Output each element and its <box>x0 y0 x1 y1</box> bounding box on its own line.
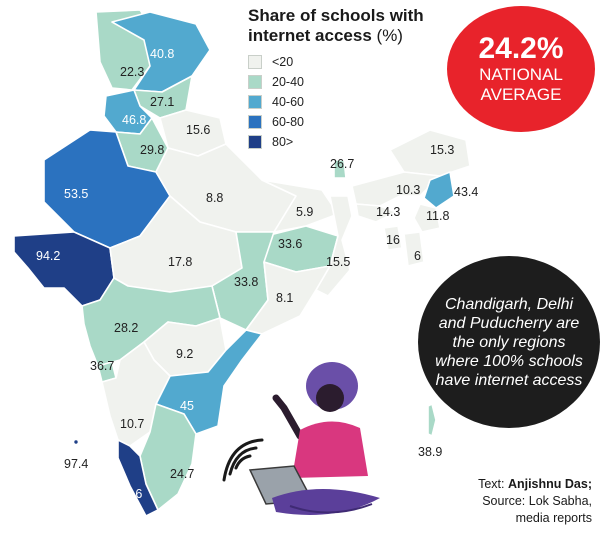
value-up: 8.8 <box>206 191 223 205</box>
value-mizoram: 6 <box>414 249 421 263</box>
region-odisha <box>245 261 331 335</box>
value-bihar: 5.9 <box>296 205 313 219</box>
figure-illustration <box>222 362 380 515</box>
region-ap <box>155 329 263 435</box>
region-mizoram <box>403 231 425 267</box>
legend-items: <20 20-40 40-60 60-80 80> <box>248 52 438 152</box>
value-rajasthan: 53.5 <box>64 187 88 201</box>
legend-item: <20 <box>248 52 438 72</box>
callout-bubble: Chandigarh, Delhi and Puducherry are the… <box>418 256 600 428</box>
value-punjab: 46.8 <box>122 113 146 127</box>
person-torso <box>292 421 368 478</box>
value-haryana: 29.8 <box>140 143 164 157</box>
legend-title-line2: internet access (%) <box>248 26 438 46</box>
legend: Share of schools with internet access (%… <box>248 6 438 152</box>
value-chhattisgarh: 33.8 <box>234 275 258 289</box>
value-tripura: 16 <box>386 233 400 247</box>
value-wb: 15.5 <box>326 255 350 269</box>
value-arunachal: 15.3 <box>430 143 454 157</box>
legend-title-main: internet access <box>248 26 372 45</box>
national-average-value: 24.2% <box>478 32 564 65</box>
value-tn: 24.7 <box>170 467 194 481</box>
value-manipur: 11.8 <box>426 209 449 223</box>
region-karnataka <box>101 341 171 447</box>
legend-item: 80> <box>248 132 438 152</box>
value-hp: 27.1 <box>150 95 174 109</box>
legend-title: Share of schools with internet access (%… <box>248 6 438 46</box>
legend-item: 60-80 <box>248 112 438 132</box>
value-andaman: 38.9 <box>418 445 442 459</box>
person-arm <box>272 394 304 440</box>
legend-item: 40-60 <box>248 92 438 112</box>
region-andaman <box>427 403 437 437</box>
legend-swatch <box>248 115 262 129</box>
legend-label: 80> <box>272 135 294 149</box>
region-manipur <box>413 203 441 233</box>
national-average-badge: 24.2% NATIONAL AVERAGE <box>447 6 595 132</box>
person-legs-crease <box>289 503 373 514</box>
legend-swatch <box>248 75 262 89</box>
region-wb <box>315 195 353 297</box>
value-telangana: 9.2 <box>176 347 193 361</box>
value-ladakh: 22.3 <box>120 65 144 79</box>
national-average-label-line1: NATIONAL <box>479 65 563 84</box>
value-meghalaya: 14.3 <box>376 205 400 219</box>
value-kerala: 94.6 <box>118 487 142 501</box>
region-meghalaya <box>355 203 397 223</box>
credits: Text: Anjishnu Das; Source: Lok Sabha, m… <box>478 476 592 527</box>
region-nagaland <box>423 171 455 209</box>
value-goa: 36.7 <box>90 359 114 373</box>
state-shapes <box>13 9 471 517</box>
value-karnataka: 10.7 <box>120 417 144 431</box>
region-tripura <box>383 225 403 251</box>
legend-swatch <box>248 135 262 149</box>
region-sikkim <box>333 159 347 179</box>
credits-source-line1: Source: Lok Sabha, <box>482 494 592 508</box>
value-nagaland: 43.4 <box>454 185 478 199</box>
value-maharashtra: 28.2 <box>114 321 138 335</box>
value-ap: 45 <box>180 399 194 413</box>
value-labels: 22.3 40.8 27.1 46.8 15.6 29.8 53.5 8.8 9… <box>36 47 478 501</box>
value-mp: 17.8 <box>168 255 192 269</box>
credits-source-line2: media reports <box>515 511 592 525</box>
legend-label: <20 <box>272 55 294 69</box>
person-face <box>316 384 344 412</box>
value-assam: 10.3 <box>396 183 420 197</box>
callout-text: Chandigarh, Delhi and Puducherry are the… <box>435 295 583 389</box>
value-odisha: 8.1 <box>276 291 293 305</box>
credits-text-label: Text: <box>478 477 505 491</box>
national-average-label-line2: AVERAGE <box>480 85 562 104</box>
legend-swatch <box>248 95 262 109</box>
legend-unit: (%) <box>376 26 403 45</box>
legend-label: 40-60 <box>272 95 304 109</box>
legend-label: 60-80 <box>272 115 304 129</box>
region-lakshadweep <box>72 438 80 446</box>
value-sikkim: 26.7 <box>330 157 354 171</box>
value-gujarat: 94.2 <box>36 249 60 263</box>
value-uttarakhand: 15.6 <box>186 123 210 137</box>
legend-swatch <box>248 55 262 69</box>
region-gujarat <box>13 231 115 307</box>
legend-item: 20-40 <box>248 72 438 92</box>
legend-label: 20-40 <box>272 75 304 89</box>
legend-title-line1: Share of schools with <box>248 6 424 25</box>
credits-author: Anjishnu Das; <box>507 477 592 491</box>
value-lakshadweep: 97.4 <box>64 457 88 471</box>
region-kerala <box>117 439 159 517</box>
credits-author-line: Text: Anjishnu Das; <box>478 476 592 493</box>
wifi-icon <box>222 438 264 482</box>
value-jharkhand: 33.6 <box>278 237 302 251</box>
value-jk: 40.8 <box>150 47 174 61</box>
